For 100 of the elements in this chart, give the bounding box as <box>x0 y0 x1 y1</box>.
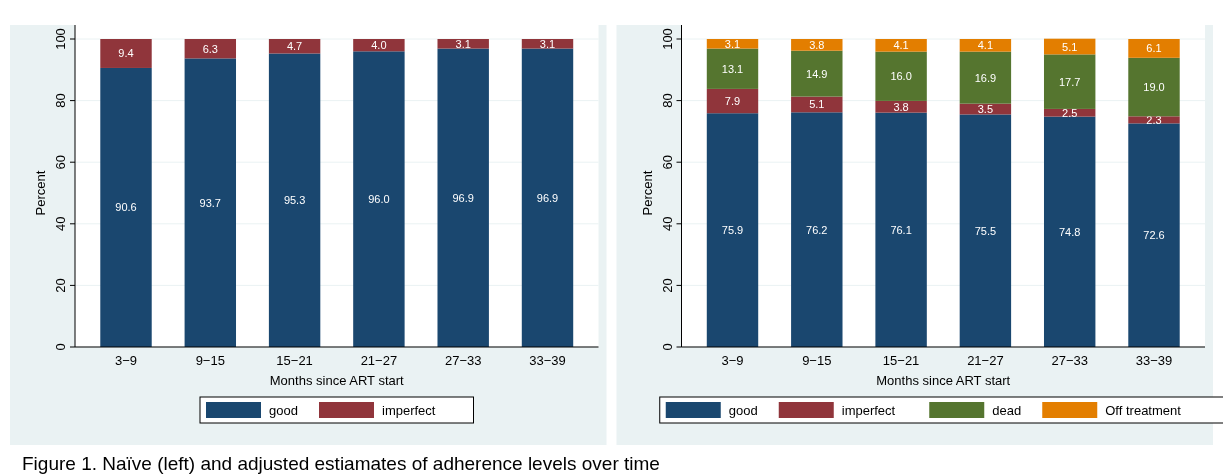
y-tick-label: 100 <box>659 28 675 50</box>
legend-label: dead <box>992 403 1022 418</box>
data-label: 96.9 <box>452 191 474 204</box>
data-label: 74.8 <box>1058 225 1081 238</box>
bar <box>706 39 759 49</box>
data-label: 93.7 <box>199 196 222 209</box>
bar <box>1128 39 1180 58</box>
x-tick-label: 15−21 <box>276 353 313 368</box>
y-tick-label: 20 <box>53 278 68 293</box>
y-tick-label: 60 <box>659 154 675 170</box>
bar <box>1128 123 1180 347</box>
x-tick-label: 21−27 <box>360 353 398 368</box>
bar <box>521 48 574 347</box>
bar <box>959 51 1012 104</box>
bar <box>1128 57 1180 117</box>
bar <box>100 67 152 347</box>
y-tick-label: 20 <box>659 278 675 293</box>
data-label: 19.0 <box>1143 81 1165 94</box>
data-label: 3.8 <box>809 38 825 51</box>
caption: Figure 1. Naïve (left) and adjusted estiamates of adherence levels over time <box>22 453 660 474</box>
data-label: 3.5 <box>977 103 994 116</box>
bar <box>437 39 489 49</box>
legend-label: Off treatment <box>1105 403 1182 418</box>
x-axis-title: Months since ART start <box>269 373 405 388</box>
bar <box>959 39 1012 52</box>
bar <box>875 39 927 52</box>
y-tick-label: 80 <box>53 93 68 108</box>
data-label: 3.8 <box>893 100 909 113</box>
bar <box>353 51 405 347</box>
x-tick-label: 3−9 <box>721 353 744 368</box>
data-label: 9.4 <box>118 47 134 60</box>
bar <box>268 53 321 347</box>
bar <box>875 51 927 101</box>
data-label: 16.0 <box>890 70 912 83</box>
data-label: 2.5 <box>1062 106 1078 119</box>
bar <box>875 100 927 113</box>
data-label: 96.0 <box>368 193 390 206</box>
data-label: 3.1 <box>724 37 741 50</box>
data-label: 2.3 <box>1146 113 1162 126</box>
y-tick-label: 100 <box>53 28 68 50</box>
x-tick-label: 33−39 <box>529 353 566 368</box>
x-tick-label: 9−15 <box>195 353 225 368</box>
legend-label: good <box>269 403 298 418</box>
y-tick-label: 0 <box>659 343 675 351</box>
data-label: 4.0 <box>371 39 387 52</box>
data-label: 6.1 <box>1146 42 1162 55</box>
y-tick-label: 60 <box>53 154 68 170</box>
legend-label: imperfect <box>841 403 896 418</box>
bar <box>706 88 759 114</box>
bar <box>100 39 152 68</box>
bar <box>706 113 759 347</box>
data-label: 14.9 <box>806 67 828 80</box>
bar <box>959 114 1012 347</box>
bar <box>791 50 843 97</box>
data-label: 7.9 <box>724 95 741 108</box>
bar <box>521 39 574 49</box>
data-label: 13.1 <box>721 62 744 75</box>
data-label: 6.3 <box>202 42 218 55</box>
data-label: 4.7 <box>286 40 303 53</box>
x-tick-label: 21−27 <box>967 353 1004 368</box>
data-label: 4.1 <box>893 39 909 52</box>
data-label: 5.1 <box>809 98 825 111</box>
data-label: 72.6 <box>1143 229 1165 242</box>
y-tick-label: 40 <box>659 216 675 232</box>
data-label: 5.1 <box>1062 40 1078 53</box>
y-axis-title: Percent <box>33 170 48 216</box>
x-tick-label: 33−39 <box>1135 353 1173 368</box>
data-label: 75.9 <box>721 224 744 237</box>
x-axis-title: Months since ART start <box>876 373 1011 388</box>
bar <box>706 48 759 89</box>
bar <box>791 112 843 347</box>
data-label: 75.5 <box>974 224 997 237</box>
data-label: 76.1 <box>890 223 912 236</box>
data-label: 76.2 <box>806 223 828 236</box>
legend-label: good <box>728 403 758 418</box>
y-tick-label: 80 <box>659 93 675 108</box>
bar <box>791 96 843 113</box>
data-label: 3.1 <box>455 37 471 50</box>
data-label: 90.6 <box>115 201 137 214</box>
bar <box>184 58 237 347</box>
x-tick-label: 9−15 <box>802 353 832 368</box>
x-tick-label: 27−33 <box>1051 353 1088 368</box>
data-label: 3.1 <box>539 37 556 50</box>
data-label: 96.9 <box>536 191 559 204</box>
x-tick-label: 3−9 <box>114 353 138 368</box>
legend-label: imperfect <box>382 403 436 418</box>
data-label: 95.3 <box>283 194 306 207</box>
bar <box>875 112 927 347</box>
y-tick-label: 0 <box>53 343 68 351</box>
x-tick-label: 15−21 <box>882 353 920 368</box>
data-label: 17.7 <box>1058 75 1081 88</box>
bar <box>1043 116 1096 347</box>
data-label: 16.9 <box>974 71 997 84</box>
y-tick-label: 40 <box>53 216 68 232</box>
bar <box>437 48 489 347</box>
x-tick-label: 27−33 <box>444 353 482 368</box>
bar <box>1043 54 1096 109</box>
y-axis-title: Percent <box>639 170 655 216</box>
data-label: 4.1 <box>977 39 994 52</box>
bar <box>791 39 843 51</box>
